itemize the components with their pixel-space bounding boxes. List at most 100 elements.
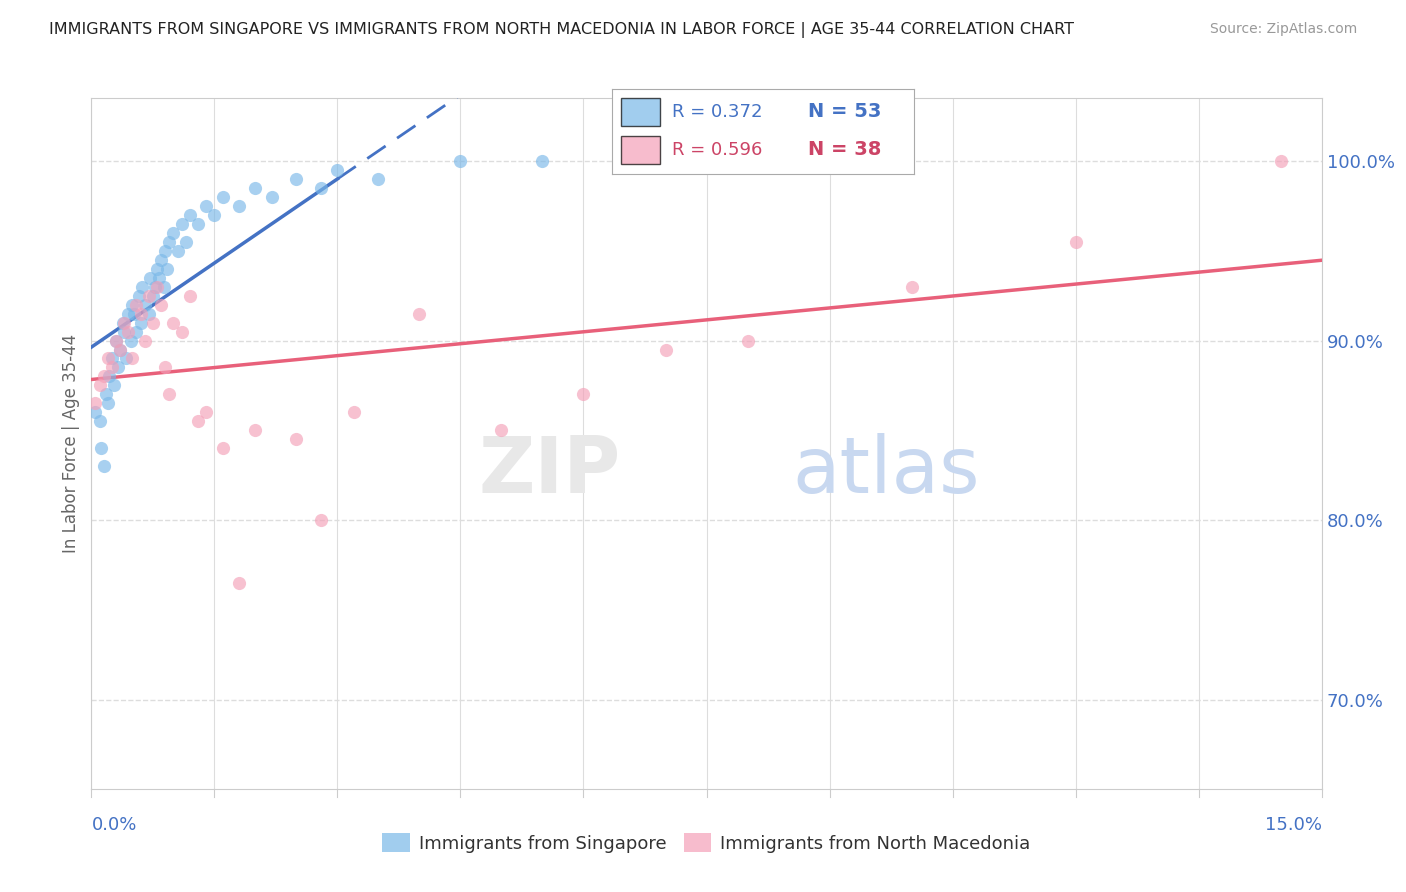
Point — [108, 343, 131, 357]
Text: N = 38: N = 38 — [808, 140, 882, 160]
Point — [105, 334, 127, 348]
Point — [145, 279, 166, 293]
Point — [211, 190, 233, 204]
Text: R = 0.372: R = 0.372 — [672, 103, 762, 120]
Point — [152, 279, 174, 293]
Point — [96, 387, 117, 401]
Point — [228, 576, 250, 591]
Point — [572, 387, 595, 401]
Point — [117, 325, 139, 339]
Point — [108, 343, 131, 357]
Text: ZIP: ZIP — [478, 434, 620, 509]
Point — [174, 235, 197, 249]
Text: R = 0.596: R = 0.596 — [672, 141, 762, 159]
Point — [105, 334, 127, 348]
Point — [97, 396, 120, 410]
Point — [120, 334, 142, 348]
Point — [343, 405, 366, 419]
Point — [157, 387, 180, 401]
Point — [89, 414, 111, 428]
Point — [179, 208, 201, 222]
Text: atlas: atlas — [793, 434, 980, 509]
Point — [1270, 153, 1292, 168]
Point — [737, 334, 759, 348]
Point — [117, 307, 139, 321]
FancyBboxPatch shape — [620, 136, 659, 164]
Point — [245, 423, 267, 437]
Point — [134, 334, 156, 348]
Point — [125, 297, 148, 311]
Point — [101, 351, 124, 366]
Y-axis label: In Labor Force | Age 35-44: In Labor Force | Age 35-44 — [62, 334, 80, 553]
Point — [260, 190, 283, 204]
Point — [148, 270, 170, 285]
Point — [211, 442, 233, 456]
Point — [491, 423, 513, 437]
Point — [93, 459, 115, 474]
Point — [84, 405, 107, 419]
Point — [162, 316, 184, 330]
Point — [101, 360, 124, 375]
Point — [170, 217, 193, 231]
Point — [309, 513, 332, 527]
Point — [139, 270, 162, 285]
Point — [309, 181, 332, 195]
Point — [146, 279, 169, 293]
Point — [122, 307, 145, 321]
Point — [138, 307, 160, 321]
Point — [245, 181, 267, 195]
Point — [114, 351, 138, 366]
Point — [97, 351, 120, 366]
Point — [156, 261, 179, 276]
Point — [111, 316, 134, 330]
Point — [900, 279, 922, 293]
Point — [285, 172, 308, 186]
Text: IMMIGRANTS FROM SINGAPORE VS IMMIGRANTS FROM NORTH MACEDONIA IN LABOR FORCE | AG: IMMIGRANTS FROM SINGAPORE VS IMMIGRANTS … — [49, 22, 1074, 38]
Point — [153, 360, 177, 375]
Point — [187, 217, 209, 231]
Point — [285, 432, 308, 446]
Point — [131, 279, 153, 293]
Point — [93, 369, 115, 384]
Point — [228, 199, 250, 213]
Point — [170, 325, 193, 339]
Point — [142, 288, 165, 302]
Point — [146, 261, 169, 276]
Point — [98, 369, 121, 384]
Point — [103, 378, 125, 392]
Point — [128, 288, 150, 302]
Point — [153, 244, 177, 258]
Point — [150, 297, 173, 311]
Point — [367, 172, 389, 186]
Point — [195, 199, 218, 213]
Point — [531, 153, 554, 168]
Point — [166, 244, 188, 258]
Point — [129, 307, 152, 321]
Point — [150, 252, 173, 267]
Point — [121, 297, 143, 311]
Legend: Immigrants from Singapore, Immigrants from North Macedonia: Immigrants from Singapore, Immigrants fr… — [375, 826, 1038, 860]
Point — [408, 307, 430, 321]
Point — [449, 153, 471, 168]
Text: Source: ZipAtlas.com: Source: ZipAtlas.com — [1209, 22, 1357, 37]
Point — [107, 360, 129, 375]
Point — [654, 343, 676, 357]
Point — [134, 297, 156, 311]
Point — [1064, 235, 1087, 249]
Point — [187, 414, 209, 428]
Point — [89, 378, 111, 392]
Point — [202, 208, 225, 222]
Text: 0.0%: 0.0% — [91, 816, 136, 834]
Point — [90, 442, 112, 456]
Point — [129, 316, 152, 330]
Text: 15.0%: 15.0% — [1264, 816, 1322, 834]
Text: N = 53: N = 53 — [808, 103, 882, 121]
Point — [179, 288, 201, 302]
Point — [84, 396, 107, 410]
Point — [125, 325, 148, 339]
Point — [112, 325, 135, 339]
Point — [162, 226, 184, 240]
Point — [157, 235, 180, 249]
Point — [112, 316, 135, 330]
Point — [142, 316, 165, 330]
